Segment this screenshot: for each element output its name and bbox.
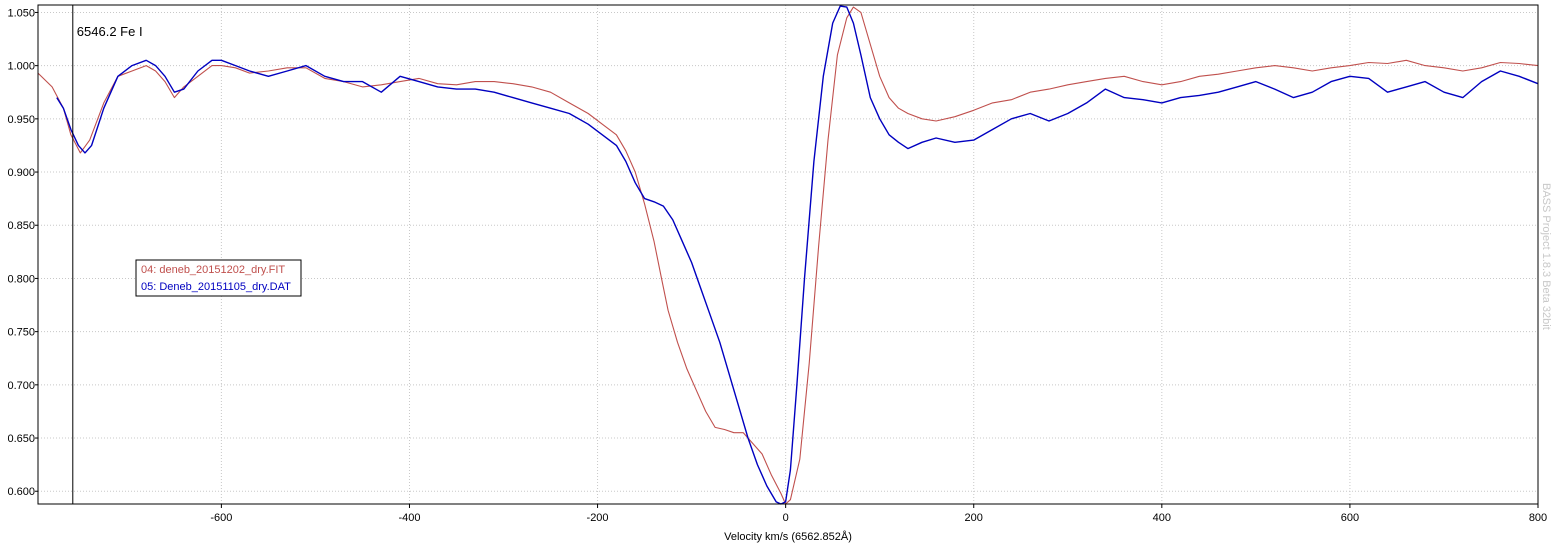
x-tick-label: -600 bbox=[210, 512, 232, 524]
series-lines bbox=[37, 5, 1539, 505]
legend[interactable]: 04: deneb_20151202_dry.FIT 05: Deneb_2015… bbox=[135, 259, 302, 297]
x-tick-label: -400 bbox=[398, 512, 420, 524]
legend-entry-2: 05: Deneb_20151105_dry.DAT bbox=[141, 281, 291, 293]
y-tick-label: 0.800 bbox=[7, 273, 35, 285]
x-tick-label: 0 bbox=[783, 512, 789, 524]
vertical-gridlines bbox=[220, 5, 1539, 504]
y-tick-label: 0.850 bbox=[7, 220, 35, 232]
series-line-2 bbox=[56, 5, 1539, 505]
y-tick-label: 0.600 bbox=[7, 486, 35, 498]
y-tick-label: 0.750 bbox=[7, 327, 35, 339]
plot-frame bbox=[37, 4, 1539, 505]
x-tick-label: 400 bbox=[1153, 512, 1171, 524]
x-tick-label: 800 bbox=[1529, 512, 1547, 524]
legend-entry-1: 04: deneb_20151202_dry.FIT bbox=[141, 264, 285, 276]
x-axis-ticks: -600 -400 -200 0 200 400 600 800 bbox=[210, 504, 1547, 524]
legend-box bbox=[135, 259, 302, 297]
fe-line-label: 6546.2 Fe I bbox=[77, 24, 143, 39]
x-tick-label: -200 bbox=[587, 512, 609, 524]
x-tick-label: 600 bbox=[1341, 512, 1359, 524]
y-tick-label: 1.050 bbox=[7, 7, 35, 19]
x-axis-title: Velocity km/s (6562.852Å) bbox=[724, 530, 852, 543]
annotation-markers: 6546.2 Fe I bbox=[72, 5, 143, 504]
y-tick-label: 0.650 bbox=[7, 433, 35, 445]
series-line-1 bbox=[37, 6, 1539, 505]
horizontal-gridlines bbox=[38, 11, 1538, 492]
y-axis-ticks: 0.600 0.650 0.700 0.750 0.800 0.850 0.900 0.950… bbox=[7, 7, 38, 498]
y-tick-label: 1.000 bbox=[7, 61, 35, 73]
y-tick-label: 0.950 bbox=[7, 114, 35, 126]
x-tick-label: 200 bbox=[965, 512, 983, 524]
y-tick-label: 0.900 bbox=[7, 167, 35, 179]
watermark-text: BASS Project 1.8.3 Beta 32bit bbox=[1540, 183, 1552, 330]
y-tick-label: 0.700 bbox=[7, 380, 35, 392]
